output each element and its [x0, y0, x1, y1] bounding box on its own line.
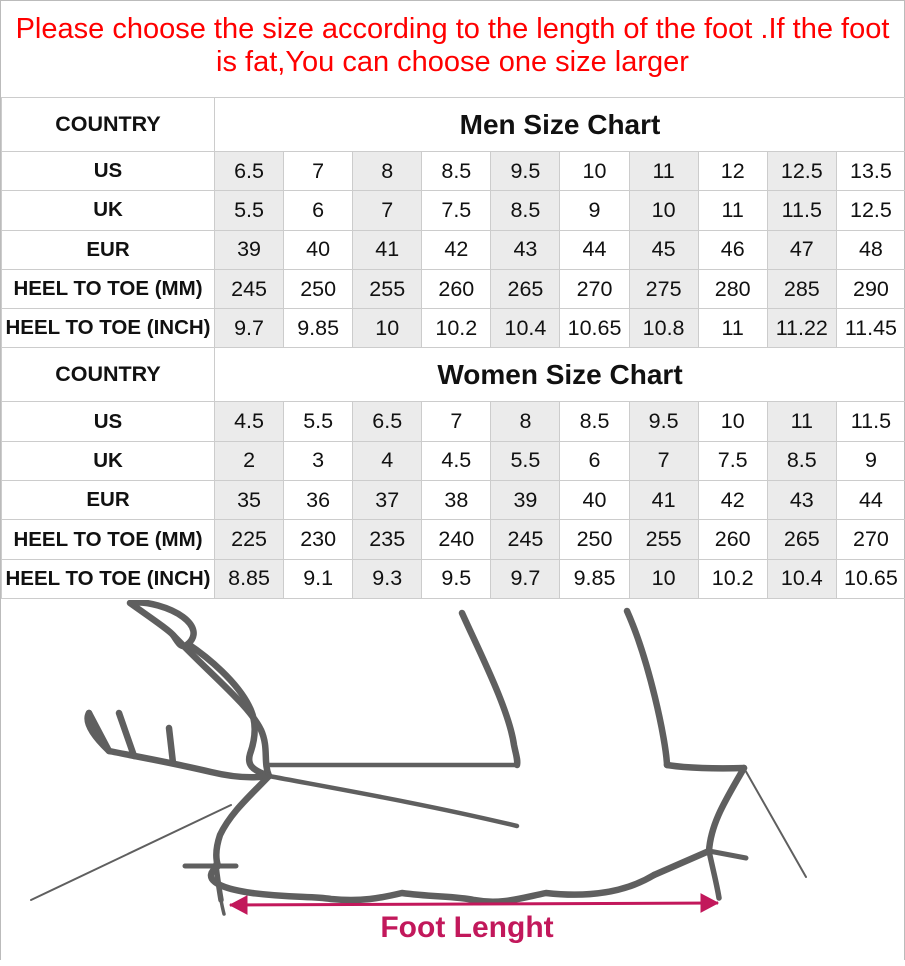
svg-text:Foot Lenght: Foot Lenght [380, 911, 553, 944]
